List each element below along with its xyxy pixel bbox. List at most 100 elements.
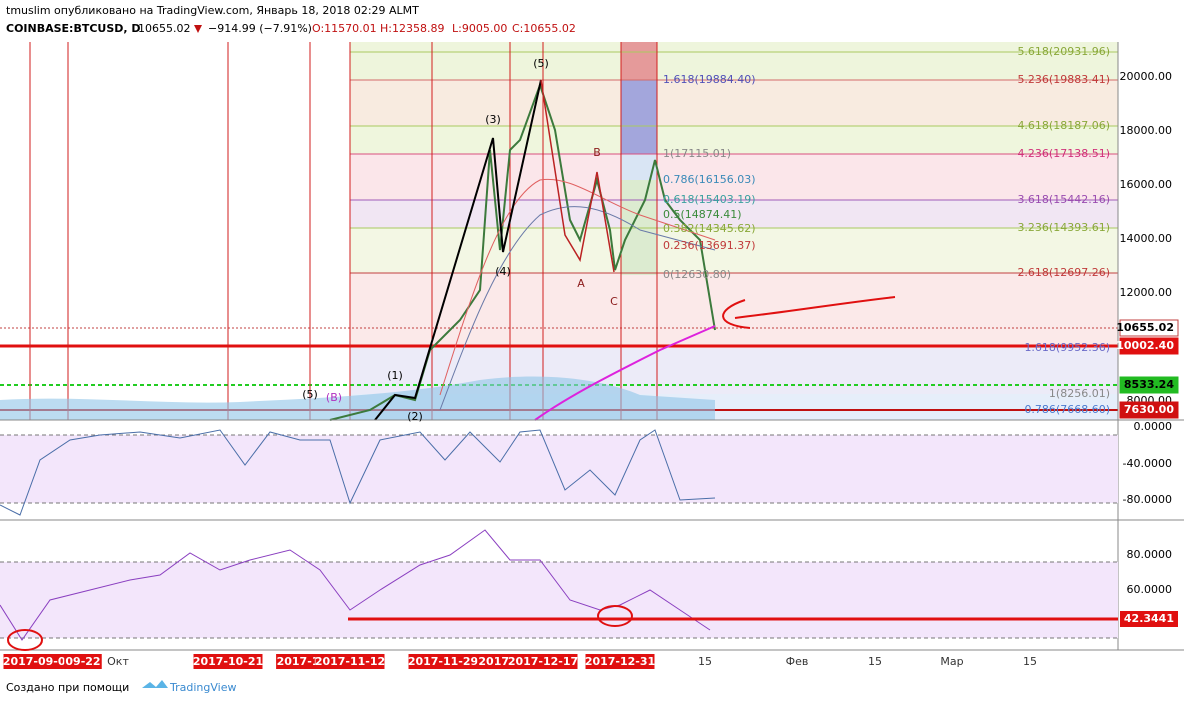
zone bbox=[621, 42, 657, 80]
moving-average bbox=[439, 178, 716, 396]
osc-tick-label: -80.0000 bbox=[1123, 493, 1172, 506]
price-tick-label: 18000.00 bbox=[1120, 124, 1173, 137]
date-label: 2017-11-29 bbox=[408, 655, 478, 668]
volume-area bbox=[0, 376, 715, 420]
price-badge bbox=[1120, 611, 1178, 627]
date-label: 2017-1 bbox=[277, 655, 320, 668]
osc-band bbox=[0, 562, 1118, 638]
zone bbox=[621, 80, 657, 154]
price-line bbox=[329, 81, 716, 421]
wave-label: (B) bbox=[326, 391, 342, 404]
date-label: 2017-10-21 bbox=[193, 655, 263, 668]
price-tick-label: 16000.00 bbox=[1120, 178, 1173, 191]
osc-band bbox=[0, 435, 1118, 503]
date-badge bbox=[408, 654, 478, 669]
date-label: Мар bbox=[940, 655, 963, 668]
date-badge bbox=[276, 654, 320, 669]
date-badge bbox=[3, 654, 73, 669]
fib-label: 0.236(13691.37) bbox=[663, 239, 756, 252]
price-badge bbox=[1119, 319, 1179, 337]
price-badge bbox=[1119, 401, 1179, 419]
circle-mark bbox=[597, 605, 633, 627]
zone bbox=[350, 154, 1118, 200]
date-label: 2017-11-12 bbox=[315, 655, 385, 668]
wave-label: C bbox=[610, 295, 618, 308]
wave-label: (3) bbox=[485, 113, 501, 126]
header-field: H:12358.89 bbox=[380, 22, 444, 35]
price-tick-label: 14000.00 bbox=[1120, 232, 1173, 245]
date-label: 15 bbox=[1023, 655, 1037, 668]
header-field: 10655.02 bbox=[138, 22, 191, 35]
fib-label: 0.382(14345.62) bbox=[663, 222, 756, 235]
wave-label: (1) bbox=[387, 369, 403, 382]
vertical-lines bbox=[29, 42, 658, 420]
header-field: L:9005.00 bbox=[452, 22, 507, 35]
date-badge bbox=[193, 654, 263, 669]
fib-label: 1(8256.01) bbox=[1049, 387, 1110, 400]
price-badge-label: 8533.24 bbox=[1124, 378, 1174, 391]
date-label: 15 bbox=[698, 655, 712, 668]
fib-label: 1.618(19884.40) bbox=[663, 73, 756, 86]
fib-label: 1(17115.01) bbox=[663, 147, 731, 160]
footer-brand: TradingView bbox=[169, 681, 236, 694]
down-arrow bbox=[194, 25, 202, 33]
wave-line bbox=[540, 79, 615, 273]
date-label: 2017-12-17 bbox=[508, 655, 578, 668]
date-badge bbox=[585, 654, 655, 669]
circle-mark bbox=[7, 629, 43, 651]
date-badge bbox=[315, 654, 385, 669]
price-tick-label: 20000.00 bbox=[1120, 70, 1173, 83]
price-tick-label: 12000.00 bbox=[1120, 286, 1173, 299]
osc1-line bbox=[0, 429, 716, 516]
price-badge-label: 7630.00 bbox=[1124, 403, 1174, 416]
moving-average bbox=[439, 206, 716, 411]
osc-tick-label: 60.0000 bbox=[1127, 583, 1173, 596]
osc-tick-label: -40.0000 bbox=[1123, 457, 1172, 470]
zone bbox=[350, 80, 1118, 126]
date-label: 15 bbox=[868, 655, 882, 668]
fib-label: 2.618(12697.26) bbox=[1017, 266, 1110, 279]
fib-label: 3.618(15442.16) bbox=[1017, 193, 1110, 206]
date-label: 09-22 bbox=[65, 655, 100, 668]
date-label: 2017-09-02 bbox=[3, 655, 73, 668]
wave-label: B bbox=[593, 146, 601, 159]
osc-badge-label: 42.3441 bbox=[1124, 612, 1174, 625]
fib-label: 4.236(17138.51) bbox=[1017, 147, 1110, 160]
fib-label: 5.618(20931.96) bbox=[1017, 45, 1110, 58]
date-label: 2017- bbox=[478, 655, 513, 668]
wave-label: (5) bbox=[533, 57, 549, 70]
header-field: −914.99 (−7.91%) bbox=[208, 22, 312, 35]
header-field: COINBASE:BTCUSD, D bbox=[6, 22, 141, 35]
date-label: Окт bbox=[107, 655, 129, 668]
price-badge-label: 10002.40 bbox=[1116, 339, 1174, 352]
hand-arrow bbox=[722, 296, 896, 329]
fib-label: 0.786(16156.03) bbox=[663, 173, 756, 186]
fib-label: 3.236(14393.61) bbox=[1017, 221, 1110, 234]
header-field: O:11570.01 bbox=[312, 22, 377, 35]
wave-label: (5) bbox=[302, 388, 318, 401]
wave-label: (2) bbox=[407, 410, 423, 423]
osc-tick-label: 80.0000 bbox=[1127, 548, 1173, 561]
fib-label: 0.786(7668.60) bbox=[1024, 403, 1110, 416]
fib-label: 0.5(14874.41) bbox=[663, 208, 742, 221]
wave-label: (4) bbox=[495, 265, 511, 278]
zone bbox=[350, 42, 1118, 80]
zone bbox=[350, 228, 1118, 273]
price-badge bbox=[1119, 337, 1179, 355]
fib-zones bbox=[350, 42, 1118, 420]
header-line: tmuslim опубликовано на TradingView.com,… bbox=[6, 4, 419, 17]
wave-label: A bbox=[577, 277, 585, 290]
osc-tick-label: 0.0000 bbox=[1134, 420, 1173, 433]
date-badge bbox=[477, 654, 515, 669]
wave-line bbox=[374, 79, 542, 421]
fib-label: 5.236(19883.41) bbox=[1017, 73, 1110, 86]
date-label: 2017-12-31 bbox=[585, 655, 655, 668]
fib-label: 4.618(18187.06) bbox=[1017, 119, 1110, 132]
zone bbox=[350, 126, 1118, 154]
footer-text: Создано при помощи bbox=[6, 681, 129, 694]
date-label: Фев bbox=[786, 655, 809, 668]
brand-logo bbox=[142, 680, 168, 688]
fib-label: 0.618(15403.19) bbox=[663, 193, 756, 206]
zone bbox=[350, 200, 1118, 228]
